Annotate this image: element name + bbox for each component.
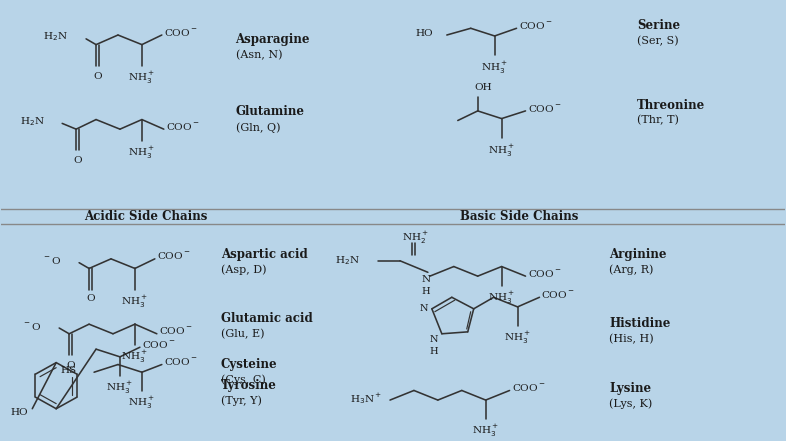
Text: Basic Side Chains: Basic Side Chains	[461, 210, 578, 223]
Text: NH$_3^+$: NH$_3^+$	[128, 145, 156, 161]
Text: HO: HO	[415, 29, 433, 37]
Text: (Asp, D): (Asp, D)	[221, 264, 266, 275]
Text: NH$_3^+$: NH$_3^+$	[121, 293, 149, 310]
Text: Lysine: Lysine	[609, 382, 652, 395]
Text: H: H	[429, 347, 438, 355]
Text: Tyrosine: Tyrosine	[221, 379, 277, 392]
Text: (Cys, C): (Cys, C)	[221, 374, 266, 385]
Text: COO$^-$: COO$^-$	[527, 268, 561, 279]
Text: NH$_3^+$: NH$_3^+$	[106, 380, 134, 396]
Text: COO$^-$: COO$^-$	[519, 20, 553, 31]
Text: COO$^-$: COO$^-$	[166, 121, 200, 132]
Text: (Thr, T): (Thr, T)	[637, 116, 679, 126]
Text: O: O	[73, 156, 82, 165]
Text: NH$_3^+$: NH$_3^+$	[128, 395, 156, 411]
Text: COO$^-$: COO$^-$	[512, 382, 545, 393]
Text: N: N	[421, 276, 431, 284]
Text: Asparagine: Asparagine	[236, 34, 310, 46]
Text: (Arg, R): (Arg, R)	[609, 264, 654, 275]
Text: NH$_3^+$: NH$_3^+$	[481, 60, 508, 76]
Text: H$_2$N: H$_2$N	[336, 254, 360, 267]
Text: (Lys, K): (Lys, K)	[609, 399, 652, 409]
Text: HO: HO	[11, 408, 28, 417]
Text: NH$_2^+$: NH$_2^+$	[402, 230, 429, 246]
Text: O: O	[86, 295, 95, 303]
Text: H$_2$N: H$_2$N	[43, 30, 68, 43]
Text: O: O	[66, 361, 75, 370]
Text: H$_3$N$^+$: H$_3$N$^+$	[350, 391, 382, 406]
Text: NH$_3^+$: NH$_3^+$	[128, 70, 156, 86]
Text: COO$^-$: COO$^-$	[157, 250, 190, 262]
Text: NH$_3^+$: NH$_3^+$	[472, 423, 499, 439]
Text: O: O	[94, 71, 102, 81]
Text: NH$_3^+$: NH$_3^+$	[488, 290, 515, 306]
Text: Glutamic acid: Glutamic acid	[221, 312, 312, 325]
Text: H$_2$N: H$_2$N	[20, 115, 44, 128]
Text: Acidic Side Chains: Acidic Side Chains	[84, 210, 208, 223]
Text: H: H	[421, 287, 430, 296]
Text: $^-$O: $^-$O	[22, 321, 41, 332]
Text: (His, H): (His, H)	[609, 333, 654, 344]
Text: Threonine: Threonine	[637, 99, 705, 112]
Text: (Ser, S): (Ser, S)	[637, 36, 679, 46]
Text: COO$^-$: COO$^-$	[163, 356, 197, 367]
Text: COO$^-$: COO$^-$	[527, 102, 561, 113]
Text: NH$_3^+$: NH$_3^+$	[504, 330, 531, 346]
Text: Arginine: Arginine	[609, 247, 667, 261]
Text: COO$^-$: COO$^-$	[542, 289, 575, 300]
Text: COO$^-$: COO$^-$	[159, 325, 193, 336]
Text: Glutamine: Glutamine	[236, 105, 304, 118]
Text: NH$_3^+$: NH$_3^+$	[488, 142, 515, 159]
Text: (Glu, E): (Glu, E)	[221, 329, 264, 339]
Text: Aspartic acid: Aspartic acid	[221, 247, 307, 261]
Text: COO$^-$: COO$^-$	[142, 339, 175, 350]
Text: N: N	[429, 335, 438, 344]
Text: (Tyr, Y): (Tyr, Y)	[221, 396, 262, 406]
Text: OH: OH	[475, 83, 492, 92]
Text: Cysteine: Cysteine	[221, 358, 277, 371]
Text: Histidine: Histidine	[609, 317, 670, 330]
Text: $^-$O: $^-$O	[42, 255, 61, 266]
Text: NH$_3^+$: NH$_3^+$	[121, 349, 149, 365]
Text: Serine: Serine	[637, 19, 680, 32]
Text: HS: HS	[60, 366, 76, 375]
Text: COO$^-$: COO$^-$	[163, 26, 197, 37]
Text: (Gln, Q): (Gln, Q)	[236, 122, 280, 132]
Text: (Asn, N): (Asn, N)	[236, 50, 282, 60]
Text: N: N	[420, 304, 428, 313]
